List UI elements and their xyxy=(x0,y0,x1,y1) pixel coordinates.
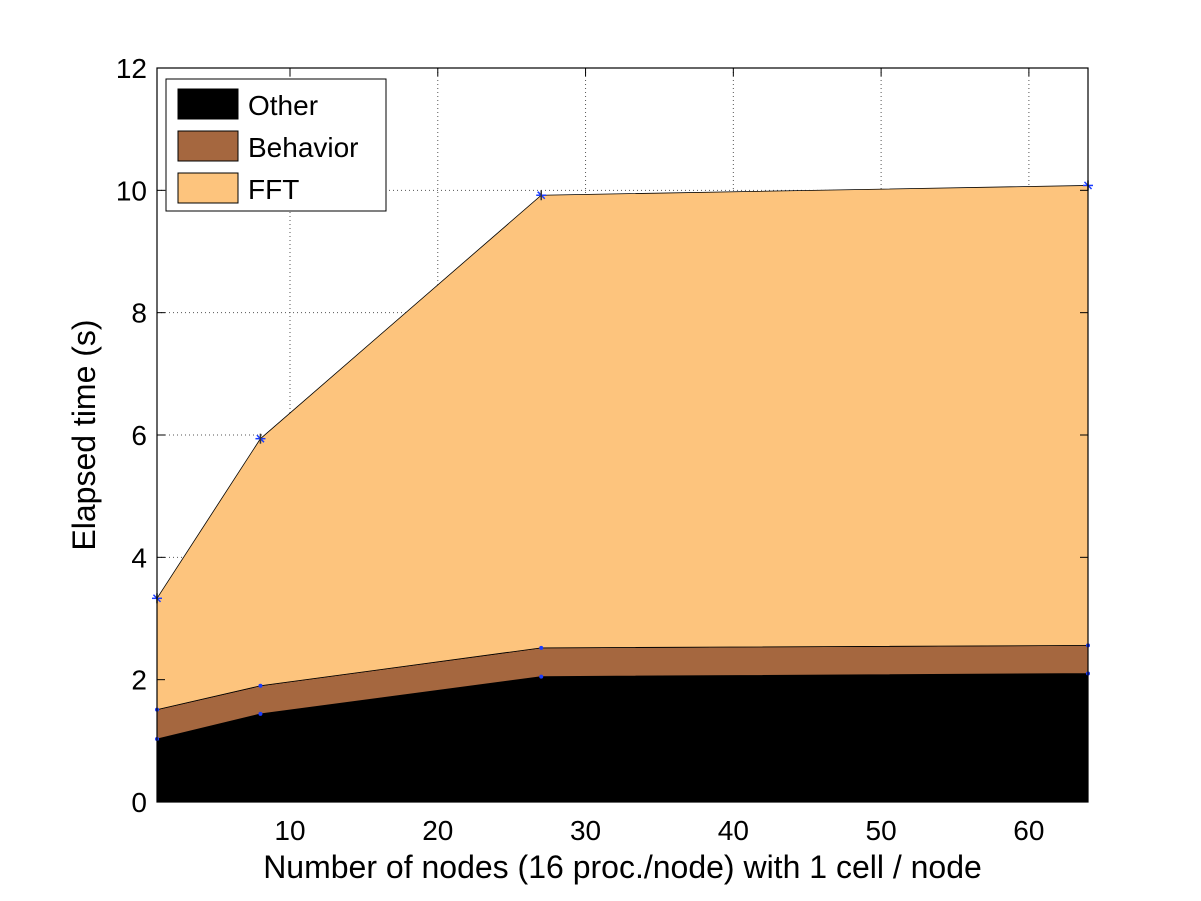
y-axis-title: Elapsed time (s) xyxy=(66,319,102,550)
y-tick-label: 2 xyxy=(131,665,147,696)
x-tick-label: 50 xyxy=(866,815,897,846)
area-series xyxy=(156,185,1089,803)
x-tick-label: 60 xyxy=(1013,815,1044,846)
y-tick-label: 0 xyxy=(131,787,147,818)
legend: Other Behavior FFT xyxy=(165,78,387,212)
legend-swatch-behavior xyxy=(177,130,239,162)
legend-label-fft: FFT xyxy=(248,174,299,205)
x-tick-label: 30 xyxy=(570,815,601,846)
axis-titles: Number of nodes (16 proc./node) with 1 c… xyxy=(66,319,982,885)
y-tick-label: 12 xyxy=(116,53,147,84)
legend-swatch-other xyxy=(177,88,239,120)
legend-swatch-fft xyxy=(177,172,239,204)
y-tick-label: 10 xyxy=(116,175,147,206)
x-tick-label: 10 xyxy=(274,815,305,846)
axis-ticks: 10 20 30 40 50 60 0 2 4 6 8 10 12 xyxy=(116,53,1088,846)
y-tick-label: 6 xyxy=(131,420,147,451)
y-tick-label: 4 xyxy=(131,542,147,573)
dot-marker xyxy=(258,683,263,688)
y-tick-label: 8 xyxy=(131,298,147,329)
dot-marker xyxy=(539,645,544,650)
legend-label-other: Other xyxy=(248,90,318,121)
x-tick-label: 20 xyxy=(422,815,453,846)
x-axis-title: Number of nodes (16 proc./node) with 1 c… xyxy=(263,849,982,885)
dot-marker xyxy=(258,711,263,716)
dot-marker xyxy=(539,674,544,679)
legend-label-behavior: Behavior xyxy=(248,132,359,163)
x-tick-label: 40 xyxy=(718,815,749,846)
